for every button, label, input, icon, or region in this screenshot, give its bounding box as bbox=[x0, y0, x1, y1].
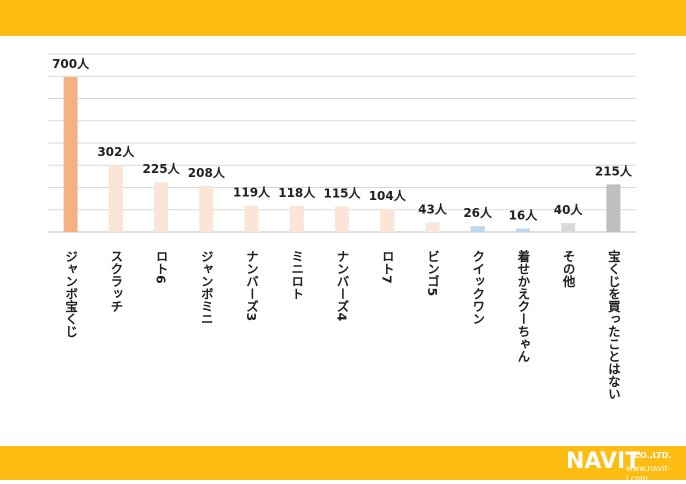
value-label-8: 104人 bbox=[369, 188, 407, 203]
category-label-11: 着せかえクーちゃん bbox=[515, 249, 530, 363]
value-label-13: 215人 bbox=[595, 163, 633, 178]
category-label-4: ジャンボミニ bbox=[199, 250, 214, 325]
logo-name: NAVIT bbox=[566, 449, 641, 474]
value-label-9: 43人 bbox=[418, 201, 448, 216]
value-label-4: 208人 bbox=[188, 165, 226, 180]
bottom-band bbox=[0, 446, 686, 480]
bar-11 bbox=[515, 228, 530, 232]
category-label-3: ロト6 bbox=[154, 250, 169, 284]
category-label-12: その他 bbox=[561, 250, 576, 288]
bar-10 bbox=[470, 226, 485, 232]
value-label-12: 40人 bbox=[554, 202, 584, 217]
bar-12 bbox=[561, 223, 576, 232]
bar-2 bbox=[108, 165, 123, 232]
bar-5 bbox=[244, 205, 259, 232]
bar-1 bbox=[63, 77, 78, 232]
top-band bbox=[0, 0, 686, 36]
category-label-9: ビンゴ5 bbox=[425, 250, 440, 296]
value-label-1: 700人 bbox=[52, 56, 90, 71]
bar-4 bbox=[199, 185, 214, 232]
category-label-1: ジャンボ宝くじ bbox=[63, 250, 78, 338]
category-label-6: ミニロト bbox=[289, 250, 304, 300]
category-label-8: ロト7 bbox=[380, 250, 395, 284]
category-label-13: 宝くじを買ったことはない bbox=[606, 249, 621, 400]
navit-logo: NAVIT CO.,LTD. www.navit-j.com bbox=[566, 448, 682, 483]
bar-3 bbox=[154, 182, 169, 232]
logo-company-suffix: CO.,LTD. bbox=[634, 451, 672, 460]
value-label-10: 26人 bbox=[463, 205, 493, 220]
value-label-11: 16人 bbox=[509, 207, 539, 222]
value-label-6: 118人 bbox=[278, 185, 316, 200]
category-label-10: クイックワン bbox=[470, 250, 485, 325]
value-label-2: 302人 bbox=[97, 144, 135, 159]
bar-13 bbox=[606, 184, 621, 232]
value-label-3: 225人 bbox=[143, 161, 181, 176]
category-label-2: スクラッチ bbox=[108, 250, 123, 313]
category-label-7: ナンバーズ4 bbox=[335, 250, 350, 322]
bar-8 bbox=[380, 208, 395, 232]
value-label-5: 119人 bbox=[233, 185, 271, 200]
logo-url: www.navit-j.com bbox=[626, 464, 671, 483]
bar-9 bbox=[425, 222, 440, 232]
bar-7 bbox=[335, 206, 349, 232]
value-label-7: 115人 bbox=[323, 186, 361, 201]
category-label-5: ナンバーズ3 bbox=[244, 250, 259, 321]
bar-6 bbox=[289, 205, 304, 232]
